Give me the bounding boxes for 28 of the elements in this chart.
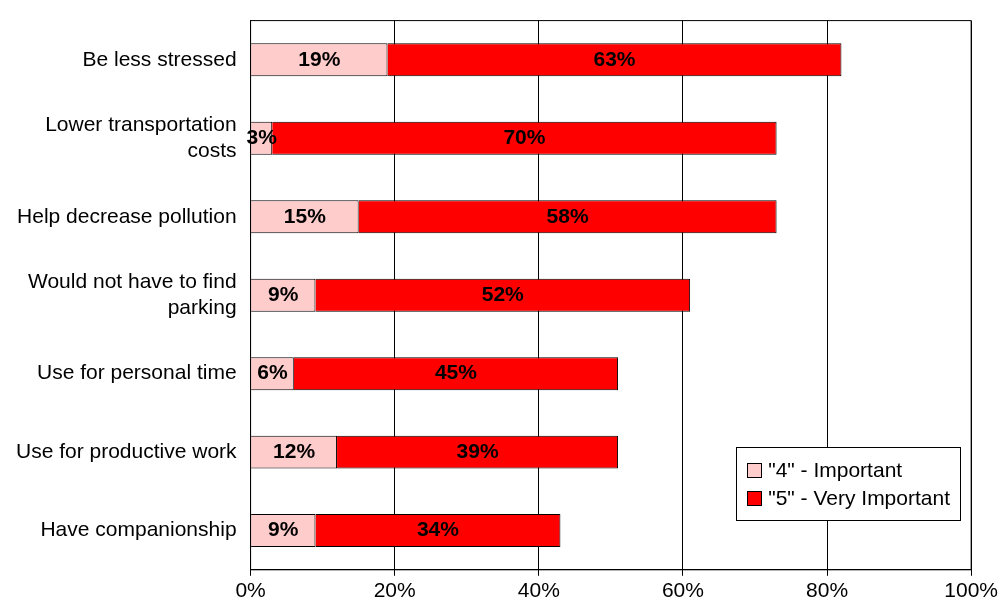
y-tick-label: Have companionship xyxy=(40,517,237,541)
x-tick-label: 0% xyxy=(235,578,266,602)
x-tick-label: 40% xyxy=(517,578,560,602)
x-tick-label: 20% xyxy=(373,578,416,602)
data-label: 12% xyxy=(273,438,316,462)
y-tick-label: Help decrease pollution xyxy=(17,203,237,227)
data-label: 52% xyxy=(481,282,525,305)
x-tick-label: 100% xyxy=(944,578,998,602)
y-tick-label: Use for productive work xyxy=(15,438,238,462)
y-tick-label: Be less stressed xyxy=(82,46,237,70)
legend-label: "5" - Very Important xyxy=(768,486,950,510)
data-label: 34% xyxy=(416,517,460,541)
data-label: 45% xyxy=(434,360,478,384)
data-label: 15% xyxy=(283,203,327,227)
data-label: 63% xyxy=(593,46,636,70)
legend-label: "4" - Important xyxy=(768,458,903,482)
x-tick-label: 80% xyxy=(806,578,849,602)
data-label: 58% xyxy=(546,203,589,227)
data-label: 9% xyxy=(268,517,299,541)
y-tick-label: Lower transportation costs xyxy=(45,112,237,161)
data-label: 70% xyxy=(503,125,546,149)
y-tick-label: Use for personal time xyxy=(36,360,237,384)
data-label: 39% xyxy=(456,438,499,462)
data-label: 19% xyxy=(298,46,341,70)
data-label: 9% xyxy=(268,282,299,305)
x-tick-label: 60% xyxy=(661,578,704,602)
data-label: 6% xyxy=(257,360,288,384)
y-tick-label: Would not have to find parking xyxy=(27,269,237,318)
